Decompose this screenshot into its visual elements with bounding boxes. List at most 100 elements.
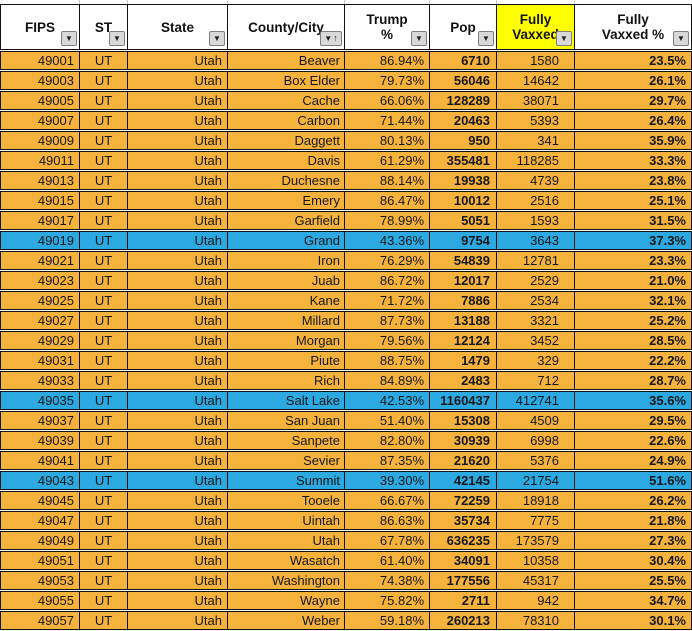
cell-pop[interactable]: 19938 bbox=[429, 171, 497, 190]
cell-fully-vaxxed[interactable]: 3643 bbox=[496, 231, 575, 250]
cell-st[interactable]: UT bbox=[79, 251, 128, 270]
cell-county[interactable]: Emery bbox=[227, 191, 345, 210]
cell-county[interactable]: Beaver bbox=[227, 51, 345, 70]
cell-pop[interactable]: 355481 bbox=[429, 151, 497, 170]
cell-county[interactable]: Davis bbox=[227, 151, 345, 170]
cell-pop[interactable]: 34091 bbox=[429, 551, 497, 570]
cell-trump-pct[interactable]: 66.06% bbox=[344, 91, 430, 110]
cell-fips[interactable]: 49039 bbox=[0, 431, 80, 450]
cell-pop[interactable]: 7886 bbox=[429, 291, 497, 310]
cell-county[interactable]: Utah bbox=[227, 531, 345, 550]
cell-st[interactable]: UT bbox=[79, 151, 128, 170]
cell-fully-vaxxed[interactable]: 712 bbox=[496, 371, 575, 390]
cell-trump-pct[interactable]: 39.30% bbox=[344, 471, 430, 490]
cell-trump-pct[interactable]: 86.72% bbox=[344, 271, 430, 290]
cell-fully-vaxxed-pct[interactable]: 23.5% bbox=[574, 51, 692, 70]
cell-trump-pct[interactable]: 87.35% bbox=[344, 451, 430, 470]
filter-button-pop[interactable]: ▼ bbox=[478, 31, 494, 46]
cell-state[interactable]: Utah bbox=[127, 611, 228, 630]
cell-fully-vaxxed[interactable]: 2529 bbox=[496, 271, 575, 290]
cell-st[interactable]: UT bbox=[79, 91, 128, 110]
cell-trump-pct[interactable]: 80.13% bbox=[344, 131, 430, 150]
cell-trump-pct[interactable]: 42.53% bbox=[344, 391, 430, 410]
cell-pop[interactable]: 10012 bbox=[429, 191, 497, 210]
cell-state[interactable]: Utah bbox=[127, 511, 228, 530]
cell-fips[interactable]: 49051 bbox=[0, 551, 80, 570]
cell-fully-vaxxed[interactable]: 942 bbox=[496, 591, 575, 610]
cell-pop[interactable]: 35734 bbox=[429, 511, 497, 530]
cell-fips[interactable]: 49045 bbox=[0, 491, 80, 510]
cell-trump-pct[interactable]: 43.36% bbox=[344, 231, 430, 250]
cell-pop[interactable]: 260213 bbox=[429, 611, 497, 630]
cell-state[interactable]: Utah bbox=[127, 271, 228, 290]
cell-fully-vaxxed-pct[interactable]: 23.3% bbox=[574, 251, 692, 270]
cell-fully-vaxxed-pct[interactable]: 34.7% bbox=[574, 591, 692, 610]
cell-fully-vaxxed-pct[interactable]: 24.9% bbox=[574, 451, 692, 470]
filter-button-st[interactable]: ▼ bbox=[109, 31, 125, 46]
cell-fips[interactable]: 49019 bbox=[0, 231, 80, 250]
cell-pop[interactable]: 72259 bbox=[429, 491, 497, 510]
cell-fips[interactable]: 49031 bbox=[0, 351, 80, 370]
cell-pop[interactable]: 21620 bbox=[429, 451, 497, 470]
filter-button-state[interactable]: ▼ bbox=[209, 31, 225, 46]
cell-fips[interactable]: 49055 bbox=[0, 591, 80, 610]
cell-st[interactable]: UT bbox=[79, 111, 128, 130]
cell-fully-vaxxed-pct[interactable]: 35.6% bbox=[574, 391, 692, 410]
cell-fully-vaxxed-pct[interactable]: 28.7% bbox=[574, 371, 692, 390]
cell-fully-vaxxed[interactable]: 14642 bbox=[496, 71, 575, 90]
cell-trump-pct[interactable]: 88.75% bbox=[344, 351, 430, 370]
cell-trump-pct[interactable]: 86.63% bbox=[344, 511, 430, 530]
cell-fully-vaxxed-pct[interactable]: 29.7% bbox=[574, 91, 692, 110]
cell-fully-vaxxed[interactable]: 38071 bbox=[496, 91, 575, 110]
cell-trump-pct[interactable]: 74.38% bbox=[344, 571, 430, 590]
cell-st[interactable]: UT bbox=[79, 371, 128, 390]
cell-pop[interactable]: 12124 bbox=[429, 331, 497, 350]
cell-pop[interactable]: 9754 bbox=[429, 231, 497, 250]
cell-fully-vaxxed-pct[interactable]: 29.5% bbox=[574, 411, 692, 430]
cell-fully-vaxxed-pct[interactable]: 26.2% bbox=[574, 491, 692, 510]
cell-fips[interactable]: 49009 bbox=[0, 131, 80, 150]
cell-county[interactable]: Weber bbox=[227, 611, 345, 630]
cell-fully-vaxxed[interactable]: 7775 bbox=[496, 511, 575, 530]
cell-fips[interactable]: 49003 bbox=[0, 71, 80, 90]
cell-state[interactable]: Utah bbox=[127, 351, 228, 370]
cell-st[interactable]: UT bbox=[79, 231, 128, 250]
cell-fully-vaxxed[interactable]: 12781 bbox=[496, 251, 575, 270]
cell-county[interactable]: Summit bbox=[227, 471, 345, 490]
cell-state[interactable]: Utah bbox=[127, 231, 228, 250]
cell-fully-vaxxed[interactable]: 2534 bbox=[496, 291, 575, 310]
cell-trump-pct[interactable]: 86.47% bbox=[344, 191, 430, 210]
cell-state[interactable]: Utah bbox=[127, 531, 228, 550]
cell-county[interactable]: Daggett bbox=[227, 131, 345, 150]
cell-fully-vaxxed[interactable]: 412741 bbox=[496, 391, 575, 410]
cell-fips[interactable]: 49021 bbox=[0, 251, 80, 270]
cell-st[interactable]: UT bbox=[79, 471, 128, 490]
cell-fully-vaxxed[interactable]: 341 bbox=[496, 131, 575, 150]
cell-st[interactable]: UT bbox=[79, 551, 128, 570]
cell-pop[interactable]: 2711 bbox=[429, 591, 497, 610]
cell-county[interactable]: Cache bbox=[227, 91, 345, 110]
cell-fully-vaxxed-pct[interactable]: 27.3% bbox=[574, 531, 692, 550]
cell-pop[interactable]: 1160437 bbox=[429, 391, 497, 410]
cell-fips[interactable]: 49035 bbox=[0, 391, 80, 410]
cell-state[interactable]: Utah bbox=[127, 51, 228, 70]
cell-fips[interactable]: 49023 bbox=[0, 271, 80, 290]
cell-county[interactable]: Box Elder bbox=[227, 71, 345, 90]
cell-fips[interactable]: 49047 bbox=[0, 511, 80, 530]
cell-county[interactable]: Kane bbox=[227, 291, 345, 310]
cell-fips[interactable]: 49037 bbox=[0, 411, 80, 430]
cell-fips[interactable]: 49001 bbox=[0, 51, 80, 70]
cell-fips[interactable]: 49033 bbox=[0, 371, 80, 390]
cell-pop[interactable]: 177556 bbox=[429, 571, 497, 590]
filter-button-fully-vaxxed[interactable]: ▼ bbox=[556, 31, 572, 46]
cell-fips[interactable]: 49027 bbox=[0, 311, 80, 330]
cell-county[interactable]: Millard bbox=[227, 311, 345, 330]
cell-trump-pct[interactable]: 66.67% bbox=[344, 491, 430, 510]
cell-state[interactable]: Utah bbox=[127, 131, 228, 150]
cell-st[interactable]: UT bbox=[79, 591, 128, 610]
cell-fully-vaxxed[interactable]: 4739 bbox=[496, 171, 575, 190]
cell-county[interactable]: Duchesne bbox=[227, 171, 345, 190]
cell-fully-vaxxed-pct[interactable]: 21.8% bbox=[574, 511, 692, 530]
cell-state[interactable]: Utah bbox=[127, 71, 228, 90]
cell-fips[interactable]: 49049 bbox=[0, 531, 80, 550]
